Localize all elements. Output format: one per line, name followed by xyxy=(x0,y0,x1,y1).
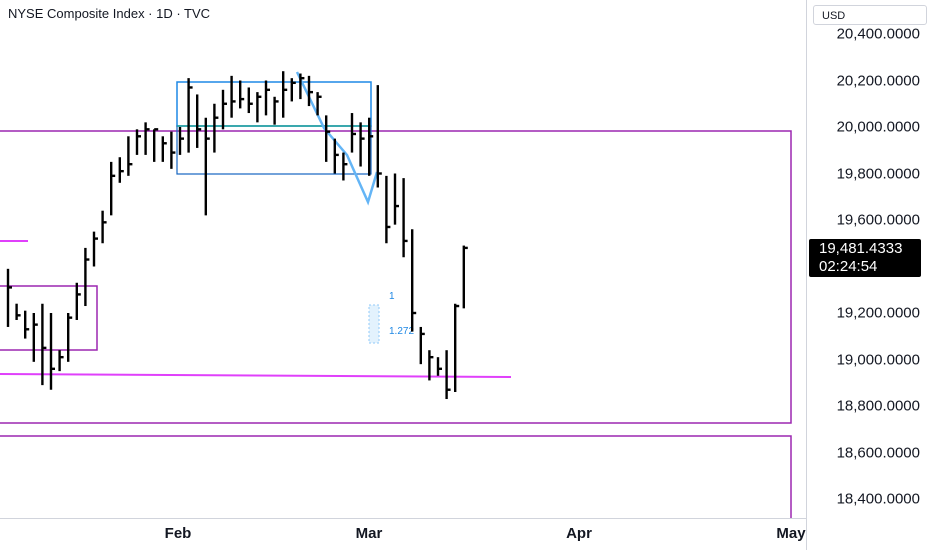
ohlc-bar xyxy=(221,89,227,130)
ohlc-bar xyxy=(299,73,305,100)
price-tick-label: 18,400.0000 xyxy=(836,490,920,508)
currency-selector[interactable]: USD xyxy=(813,5,927,25)
fib-label-1: 1 xyxy=(389,291,395,302)
time-axis[interactable]: Feb Mar Apr May xyxy=(0,518,806,550)
chart-canvas: 1 1.272 xyxy=(0,71,792,518)
bar-countdown: 02:24:54 xyxy=(819,258,878,275)
ohlc-bar xyxy=(152,128,159,162)
price-tick-label: 20,000.0000 xyxy=(836,118,920,136)
ohlc-bar xyxy=(230,75,236,118)
ohlc-bar xyxy=(6,268,12,327)
ohlc-bar xyxy=(58,350,64,372)
price-tick-label: 18,800.0000 xyxy=(836,397,920,415)
ohlc-bar xyxy=(49,313,55,390)
magenta-support-line xyxy=(0,373,512,378)
ohlc-bar xyxy=(101,210,107,244)
ohlc-bar xyxy=(187,78,193,153)
time-tick-label: May xyxy=(776,525,806,542)
ohlc-bar xyxy=(333,138,339,174)
time-tick-label: Apr xyxy=(566,525,592,542)
ohlc-bar xyxy=(436,357,442,376)
ohlc-bar xyxy=(41,303,47,386)
ohlc-bar xyxy=(195,94,202,148)
price-tick-label: 19,600.0000 xyxy=(836,211,920,229)
ohlc-bar xyxy=(24,310,30,339)
drawing-overlays: 1 1.272 xyxy=(0,71,792,518)
time-tick-label: Feb xyxy=(164,525,192,542)
price-tick-label: 20,400.0000 xyxy=(836,25,920,43)
ohlc-bars xyxy=(6,71,468,400)
ohlc-bar xyxy=(170,131,176,169)
ohlc-bar xyxy=(127,136,133,176)
ohlc-bar xyxy=(325,115,331,162)
ohlc-bar xyxy=(204,117,210,216)
ohlc-bar xyxy=(75,282,81,320)
ohlc-bar xyxy=(428,350,434,381)
ohlc-bar xyxy=(445,350,451,400)
ohlc-bar xyxy=(213,103,219,153)
ohlc-bar xyxy=(411,229,417,332)
price-tick-label: 19,800.0000 xyxy=(836,165,920,182)
ohlc-bar xyxy=(393,173,399,225)
blue-projection-line xyxy=(295,71,379,206)
ohlc-bar xyxy=(238,80,245,109)
ohlc-bar xyxy=(282,71,288,118)
ohlc-bar xyxy=(376,85,382,188)
ohlc-bar xyxy=(92,231,98,267)
price-tick-label: 18,600.0000 xyxy=(836,444,920,461)
ohlc-bar xyxy=(350,113,356,153)
ohlc-bar xyxy=(385,175,391,244)
price-tick-label: 20,200.0000 xyxy=(836,72,920,89)
ohlc-bar xyxy=(32,313,38,362)
ohlc-bar xyxy=(307,75,313,107)
ohlc-bar xyxy=(109,161,116,216)
price-tick-label: 19,200.0000 xyxy=(836,304,920,322)
ohlc-bar xyxy=(178,127,184,155)
ohlc-bar xyxy=(342,152,348,181)
ohlc-bar xyxy=(402,178,408,258)
ohlc-bar xyxy=(419,326,425,365)
ohlc-bar xyxy=(368,117,374,176)
ohlc-bar xyxy=(264,80,270,116)
ohlc-bar xyxy=(316,92,322,116)
chart-plot-area[interactable]: NYSE Composite Index · 1D · TVC 1 1.272 xyxy=(0,0,806,518)
fib-extension-box xyxy=(368,304,380,344)
ohlc-bar xyxy=(247,87,253,114)
ohlc-bar xyxy=(118,157,124,183)
time-tick-label: Mar xyxy=(355,525,383,542)
purple-box-left xyxy=(0,285,98,351)
ohlc-bar xyxy=(144,122,150,155)
ohlc-bar xyxy=(256,92,262,123)
last-price-value: 19,481.4333 xyxy=(819,240,903,257)
ohlc-bar xyxy=(359,122,365,167)
ohlc-bar xyxy=(290,78,296,102)
last-price-tag: 19,481.4333 02:24:54 xyxy=(809,239,921,277)
chart-title: NYSE Composite Index · 1D · TVC xyxy=(8,6,211,21)
fib-label-1272: 1.272 xyxy=(389,326,414,337)
purple-zone-lower xyxy=(0,435,792,518)
purple-zone-main xyxy=(0,130,792,424)
ohlc-bar xyxy=(135,129,141,155)
ohlc-bar xyxy=(462,245,468,309)
price-tick-label: 19,000.0000 xyxy=(836,351,920,368)
ohlc-bar xyxy=(454,303,460,393)
ohlc-bar xyxy=(15,303,21,320)
ohlc-bar xyxy=(273,96,279,125)
ohlc-bar xyxy=(161,136,167,162)
ohlc-bar xyxy=(66,313,73,362)
ohlc-bar xyxy=(84,247,90,307)
